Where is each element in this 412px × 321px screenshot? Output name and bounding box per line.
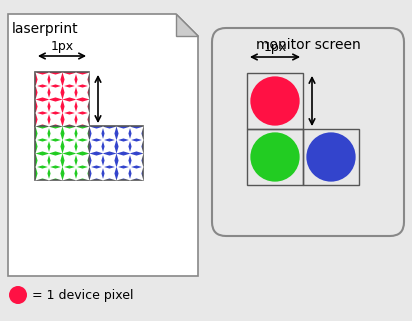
- Text: 1px: 1px: [50, 40, 74, 53]
- Bar: [35, 72, 89, 126]
- Text: monitor screen: monitor screen: [255, 38, 360, 52]
- Bar: [247, 73, 303, 129]
- Polygon shape: [176, 14, 198, 36]
- FancyBboxPatch shape: [212, 28, 404, 236]
- Text: 1px: 1px: [263, 41, 287, 54]
- Bar: [89, 126, 143, 180]
- Bar: [247, 129, 303, 185]
- Polygon shape: [8, 14, 198, 276]
- Circle shape: [9, 286, 27, 304]
- Circle shape: [250, 76, 300, 126]
- Bar: [35, 126, 89, 180]
- Text: = 1 device pixel: = 1 device pixel: [32, 289, 133, 301]
- Circle shape: [307, 132, 356, 182]
- Text: laserprint: laserprint: [12, 22, 79, 36]
- Bar: [303, 129, 359, 185]
- Circle shape: [250, 132, 300, 182]
